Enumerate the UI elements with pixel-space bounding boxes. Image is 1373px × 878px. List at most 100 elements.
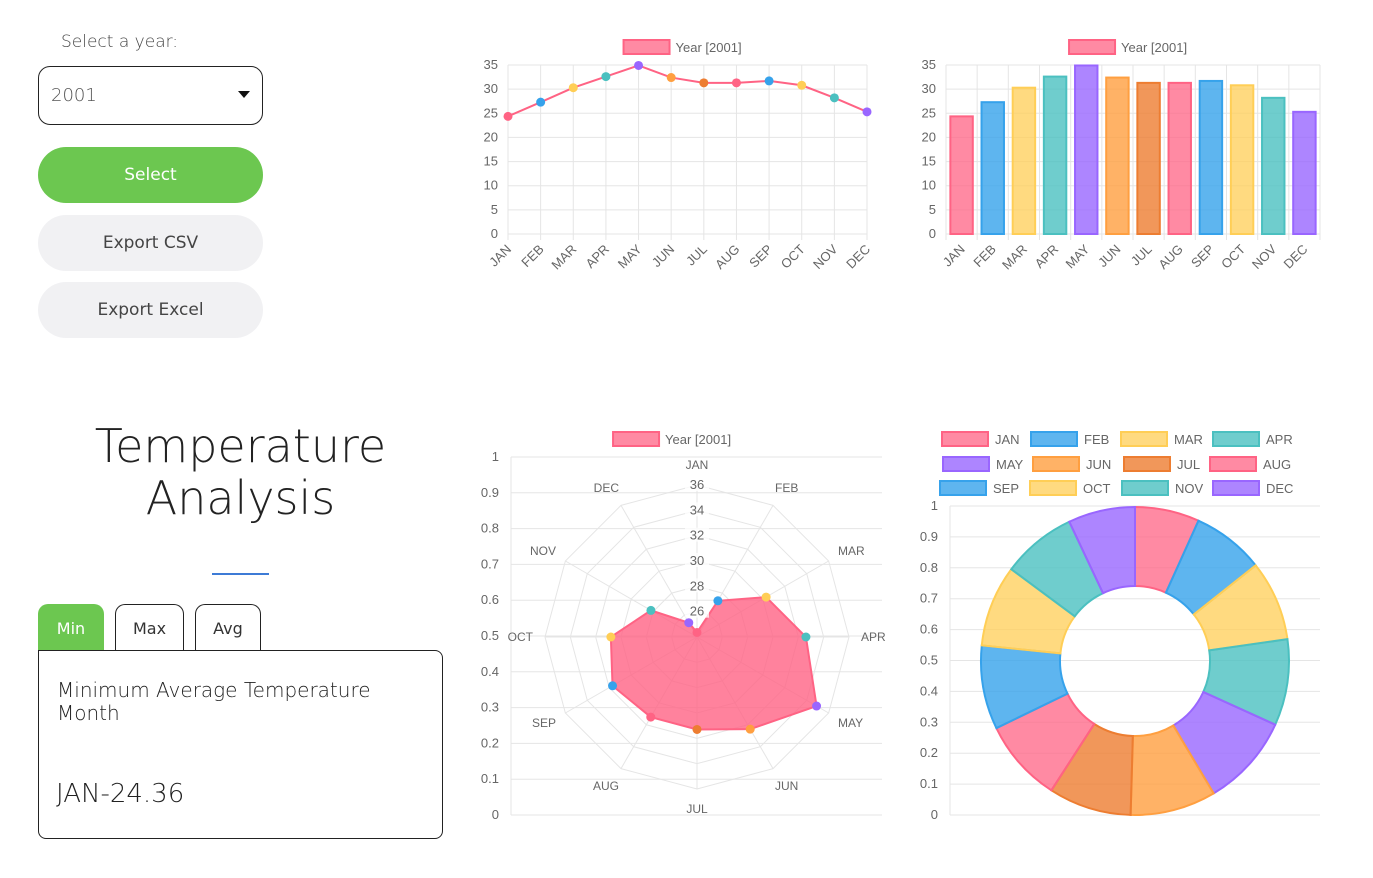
doughnut-chart-legend-swatch <box>941 431 989 447</box>
line-chart-point-sep <box>764 76 774 86</box>
doughnut-chart-legend-jun: JUN <box>1032 456 1111 472</box>
radar-chart-rtick-bg <box>685 578 709 593</box>
page-title: Temperature Analysis <box>38 420 443 524</box>
export-csv-button[interactable]: Export CSV <box>38 215 263 271</box>
doughnut-chart-legend-apr: APR <box>1212 431 1293 447</box>
doughnut-chart-legend-swatch <box>1212 480 1260 496</box>
export-excel-button[interactable]: Export Excel <box>38 282 263 338</box>
radar-chart-label-apr: APR <box>861 630 886 644</box>
line-chart-point-nov <box>829 93 839 103</box>
line-chart-point-oct <box>797 80 807 90</box>
bar-chart-ytick: 15 <box>922 154 936 169</box>
doughnut-chart-legend-swatch <box>1212 431 1260 447</box>
radar-chart-label-sep: SEP <box>532 716 556 730</box>
bar-chart-legend-label: Year [2001] <box>1121 40 1187 55</box>
doughnut-chart-legend-aug: AUG <box>1209 456 1291 472</box>
bar-chart-ytick: 5 <box>929 202 936 217</box>
radar-chart-ytick: 0.3 <box>481 700 499 715</box>
line-chart-legend-label: Year [2001] <box>676 40 742 55</box>
radar-chart-ytick: 0.9 <box>481 485 499 500</box>
bar-chart-bar-apr <box>1042 75 1068 235</box>
doughnut-chart-legend-label: FEB <box>1084 432 1109 447</box>
radar-chart-point-sep <box>608 681 618 691</box>
doughnut-chart-legend-label: DEC <box>1266 481 1293 496</box>
page-title-line-2: Analysis <box>145 471 336 525</box>
line-chart-ytick: 10 <box>484 178 498 193</box>
doughnut-chart-ytick: 0.9 <box>920 529 938 544</box>
radar-chart-label-may: MAY <box>838 716 863 730</box>
bar-chart-xtick: JAN <box>940 242 968 270</box>
line-chart-xtick: MAY <box>615 241 645 271</box>
line-chart-point-dec <box>862 107 872 117</box>
doughnut-chart-ytick: 0.1 <box>920 776 938 791</box>
result-value: JAN-24.36 <box>56 779 185 809</box>
tab-min[interactable]: Min <box>38 604 104 651</box>
line-chart-xtick: JAN <box>486 242 514 270</box>
bar-chart-legend: Year [2001] <box>1068 39 1187 55</box>
doughnut-chart-ytick: 0.6 <box>920 622 938 637</box>
radar-chart-label-nov: NOV <box>530 544 556 558</box>
doughnut-chart-legend-swatch <box>1121 480 1169 496</box>
line-chart-xtick: NOV <box>810 241 841 272</box>
doughnut-chart-legend-label: MAR <box>1174 432 1203 447</box>
doughnut-chart-legend-swatch <box>1209 456 1257 472</box>
doughnut-chart-ytick: 0 <box>931 807 938 822</box>
radar-chart-point-nov <box>646 605 656 615</box>
line-chart-series-line <box>507 64 868 118</box>
doughnut-chart-ytick: 1 <box>931 498 938 513</box>
bar-chart-ytick: 25 <box>922 105 936 120</box>
doughnut-chart-legend-label: JUN <box>1086 457 1111 472</box>
bar-chart-bar-oct <box>1229 84 1255 235</box>
radar-chart-ytick: 0.8 <box>481 521 499 536</box>
line-chart-xtick: AUG <box>712 242 743 273</box>
line-chart-legend: Year [2001] <box>622 39 742 55</box>
result-card: Minimum Average Temperature Month JAN-24… <box>38 650 443 839</box>
doughnut-chart-legend-swatch <box>1123 456 1171 472</box>
radar-chart-label-jan: JAN <box>686 458 709 472</box>
radar-chart-rtick: 36 <box>690 477 704 492</box>
bar-chart-xtick: AUG <box>1155 242 1186 273</box>
radar-chart-rtick: 26 <box>690 604 704 619</box>
line-chart-point-jan <box>503 111 513 121</box>
bar-chart-bar-feb <box>980 101 1005 236</box>
line-chart-point-mar <box>568 83 578 93</box>
radar-chart-ytick: 1 <box>492 449 499 464</box>
radar-chart-label-mar: MAR <box>838 544 865 558</box>
year-select-value: 2001 <box>51 85 97 106</box>
radar-chart-label-aug: AUG <box>593 779 619 793</box>
radar-chart-rtick: 32 <box>690 528 704 543</box>
bar-chart-bar-jun <box>1105 76 1130 235</box>
doughnut-chart-legend-oct: OCT <box>1029 480 1111 496</box>
radar-chart-rtick-bg <box>685 502 709 517</box>
bar-chart-xtick: FEB <box>970 242 998 270</box>
doughnut-chart-legend-feb: FEB <box>1030 431 1109 447</box>
tab-max[interactable]: Max <box>115 604 184 651</box>
bar-chart-xtick: MAR <box>999 242 1030 273</box>
tab-avg[interactable]: Avg <box>195 604 261 651</box>
doughnut-chart-legend-label: JUL <box>1177 457 1200 472</box>
radar-chart-ytick: 0.6 <box>481 592 499 607</box>
radar-chart-label-feb: FEB <box>775 481 798 495</box>
radar-chart-point-oct <box>606 632 616 642</box>
year-select-label: Select a year: <box>61 32 179 52</box>
line-chart-ytick: 15 <box>484 154 498 169</box>
doughnut-chart-legend-label: MAY <box>996 457 1024 472</box>
line-chart-xtick: JUN <box>649 242 677 270</box>
radar-chart-label-oct: OCT <box>508 630 534 644</box>
radar-chart-ytick: 0.5 <box>481 628 499 643</box>
radar-chart-series-area <box>609 596 818 731</box>
radar-chart-point-dec <box>684 618 694 628</box>
bar-chart-bar-mar <box>1011 86 1037 235</box>
select-button[interactable]: Select <box>38 147 263 203</box>
doughnut-chart-legend-label: JAN <box>995 432 1020 447</box>
radar-chart-label-jun: JUN <box>775 779 798 793</box>
doughnut-chart-ytick: 0.7 <box>920 591 938 606</box>
doughnut-chart-legend-swatch <box>942 456 990 472</box>
doughnut-chart-legend-label: AUG <box>1263 457 1291 472</box>
year-select[interactable]: 2001 <box>38 66 263 125</box>
radar-chart-point-aug <box>646 712 656 722</box>
bar-chart-legend-swatch <box>1068 39 1117 55</box>
radar-chart-rtick: 34 <box>690 502 704 517</box>
caret-down-icon <box>238 91 250 98</box>
